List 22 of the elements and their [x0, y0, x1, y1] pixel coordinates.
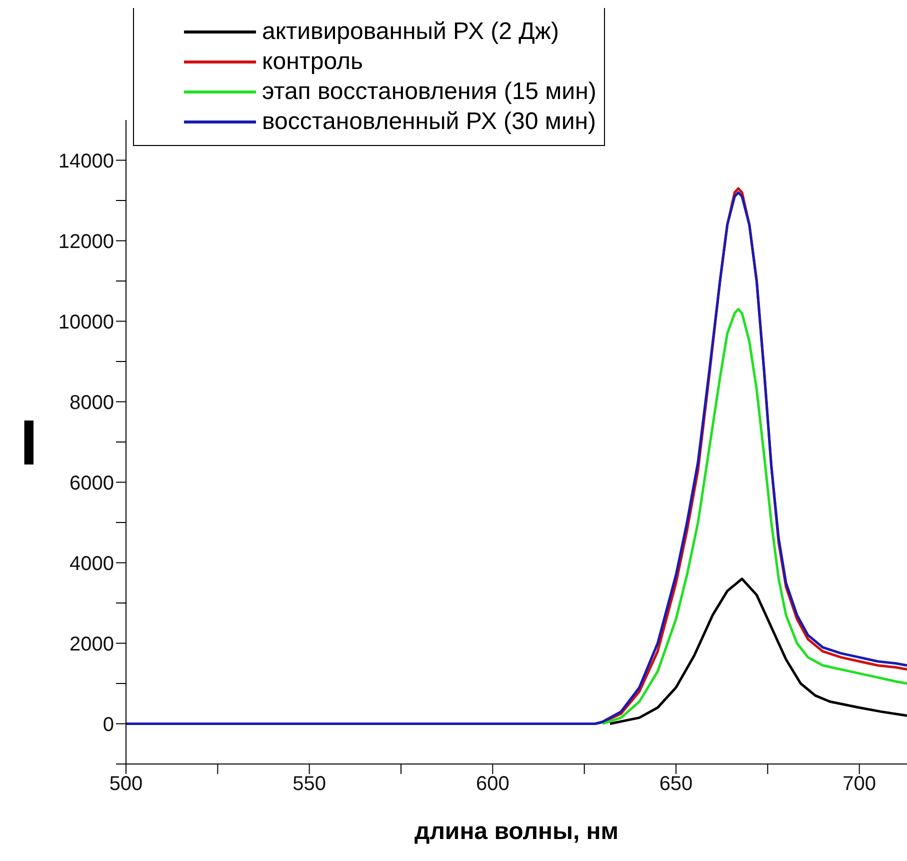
x-tick-label: 650: [659, 773, 693, 796]
y-tick-label: 12000: [58, 230, 114, 253]
line-series: [608, 578, 907, 725]
y-tick-label: 10000: [58, 311, 114, 334]
legend-label: контроль: [262, 48, 364, 76]
legend-label: активированный РХ (2 Дж): [262, 18, 559, 46]
x-tick-label: 500: [109, 773, 143, 796]
x-axis-title: длина волны, нм: [414, 818, 619, 845]
y-tick-label: 14000: [58, 150, 114, 172]
x-tick-label: 700: [842, 773, 876, 796]
y-axis-title: I: [20, 406, 38, 479]
legend-label: этап восстановления (15 мин): [262, 78, 596, 106]
legend-label: восстановленный РХ (30 мин): [262, 108, 596, 136]
y-tick-label: 8000: [70, 392, 114, 414]
x-tick-label: 600: [476, 773, 510, 796]
line-series: [601, 308, 907, 725]
y-tick-label: 6000: [70, 472, 114, 494]
y-tick-label: 4000: [70, 552, 114, 575]
y-tick-label: 0: [102, 714, 114, 736]
line-series: [126, 191, 907, 725]
y-tick-label: 2000: [70, 633, 114, 656]
x-tick-label: 550: [292, 773, 326, 796]
